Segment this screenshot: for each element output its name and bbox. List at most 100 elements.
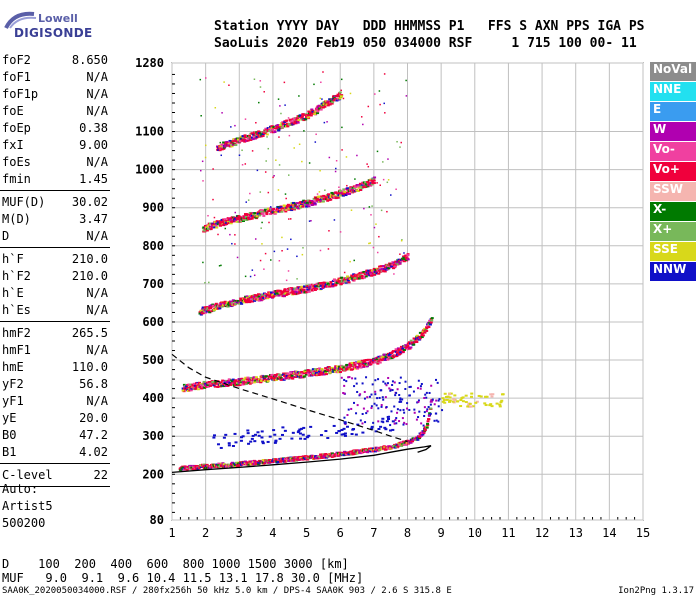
echo-mark [257, 293, 261, 296]
x-tick-label: 13 [568, 526, 582, 540]
echo-mark [183, 388, 187, 391]
upper-hop-dot [301, 253, 304, 256]
spread-echo-mark [422, 424, 425, 427]
spread-echo-mark [408, 386, 411, 389]
echo-mark [336, 367, 340, 370]
echo-mark [319, 453, 323, 456]
spread-echo-mark [219, 446, 223, 449]
echo-mark [255, 215, 259, 218]
echo-mark [406, 348, 410, 351]
echo-mark [197, 467, 201, 470]
echo-mark [246, 139, 250, 142]
echo-mark [313, 113, 317, 116]
sse-echo-mark [448, 399, 452, 402]
upper-hop-dot [255, 121, 257, 124]
spread-echo-mark [366, 410, 369, 413]
echo-mark [359, 366, 363, 369]
echo-mark [230, 380, 234, 383]
spread-echo-mark [427, 405, 430, 408]
echo-mark [223, 145, 227, 148]
echo-mark [196, 382, 200, 385]
upper-hop-dot [204, 144, 207, 147]
echo-mark [369, 184, 373, 187]
echo-mark [321, 284, 325, 287]
spread-echo-mark [386, 382, 389, 385]
echo-mark [377, 357, 381, 360]
y-tick-label: 200 [142, 467, 164, 481]
spread-echo-mark [300, 427, 304, 430]
echo-mark [294, 122, 298, 125]
echo-mark [326, 281, 330, 284]
echo-mark [352, 273, 356, 276]
echo-mark [364, 273, 368, 276]
param-row: yF2 56.8 [0, 376, 110, 393]
echo-mark [311, 368, 315, 371]
upper-hop-dot [375, 223, 377, 225]
echo-mark [247, 134, 251, 137]
spread-echo-mark [260, 436, 264, 439]
param-name: h`Es [2, 303, 31, 317]
spread-echo-mark [340, 428, 344, 431]
sse-echo-mark [452, 398, 456, 401]
echo-mark [320, 371, 324, 374]
spread-echo-mark [372, 421, 375, 424]
echo-mark [306, 199, 310, 202]
upper-hop-dot [220, 143, 223, 146]
echo-mark [269, 131, 273, 134]
echo-mark [265, 133, 269, 136]
sse-echo-mark [489, 393, 493, 396]
upper-hop-dot [249, 192, 251, 195]
echo-mark [357, 360, 361, 363]
echo-mark [290, 205, 294, 208]
echo-mark [310, 202, 314, 205]
echo-mark [317, 370, 321, 373]
echo-mark [274, 374, 278, 377]
echo-mark [263, 378, 267, 381]
spread-echo-mark [351, 428, 355, 431]
param-name: yF2 [2, 377, 24, 391]
spread-echo-mark [376, 397, 379, 400]
upper-hop-dot [199, 78, 202, 81]
echo-mark [289, 123, 293, 126]
spread-echo-mark [425, 410, 428, 413]
echo-mark [292, 371, 296, 374]
echo-mark [223, 218, 227, 221]
echo-mark [289, 457, 293, 460]
upper-hop-dot [340, 78, 343, 81]
echo-mark [258, 378, 262, 381]
echo-mark [384, 355, 388, 358]
echo-mark [227, 144, 231, 147]
upper-hop-dot [371, 205, 373, 207]
echo-mark [369, 269, 373, 272]
x-tick-label: 7 [370, 526, 377, 540]
upper-hop-dot [390, 194, 392, 196]
echo-mark [227, 142, 231, 145]
spread-echo-mark [416, 401, 419, 404]
echo-mark [344, 451, 348, 454]
echo-mark [296, 292, 300, 295]
upper-hop-dot [289, 218, 292, 220]
echo-mark [351, 277, 355, 280]
echo-mark [346, 279, 350, 282]
upper-hop-dot [396, 140, 398, 143]
echo-mark [331, 283, 335, 286]
y-tick-label: 1000 [135, 163, 164, 177]
spread-echo-mark [391, 380, 394, 383]
config-line2: Artist5 [2, 499, 53, 513]
echo-mark [348, 367, 352, 370]
x-tick-label: 14 [602, 526, 616, 540]
echo-mark [369, 358, 373, 361]
echo-mark [293, 120, 297, 123]
echo-mark [413, 437, 417, 440]
echo-mark [282, 122, 286, 125]
echo-mark [240, 377, 244, 380]
echo-mark [229, 383, 233, 386]
spread-echo-mark [241, 435, 245, 438]
echo-mark [421, 431, 425, 434]
echo-mark [234, 302, 238, 305]
echo-mark [280, 290, 284, 293]
echo-mark [213, 223, 217, 226]
echo-mark [207, 224, 211, 227]
upper-hop-dot [207, 214, 209, 217]
echo-mark [244, 295, 248, 298]
